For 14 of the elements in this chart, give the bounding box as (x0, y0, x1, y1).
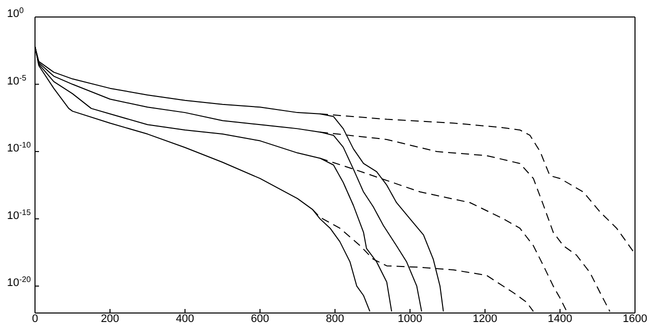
x-tick-label: 0 (32, 313, 38, 325)
y-tick-label: 10$^{0}$ (7, 6, 24, 20)
x-tick-label: 200 (100, 313, 120, 325)
y-tick-label: 10$^{-20}$ (7, 274, 32, 290)
x-tick-label: 400 (176, 313, 194, 325)
x-tick-label: 1200 (472, 313, 498, 325)
y-tick-label: 10$^{-15}$ (7, 207, 32, 222)
x-tick-label: 1400 (548, 313, 572, 325)
y-tick-label: 10$^{-10}$ (7, 140, 32, 155)
y-tick-label: 10$^{-5}$ (7, 72, 27, 88)
x-tick-label: 1000 (398, 313, 422, 325)
x-tick-label: 800 (326, 313, 344, 325)
x-tick-label: 600 (250, 313, 270, 325)
x-tick-label: 1600 (622, 313, 648, 325)
